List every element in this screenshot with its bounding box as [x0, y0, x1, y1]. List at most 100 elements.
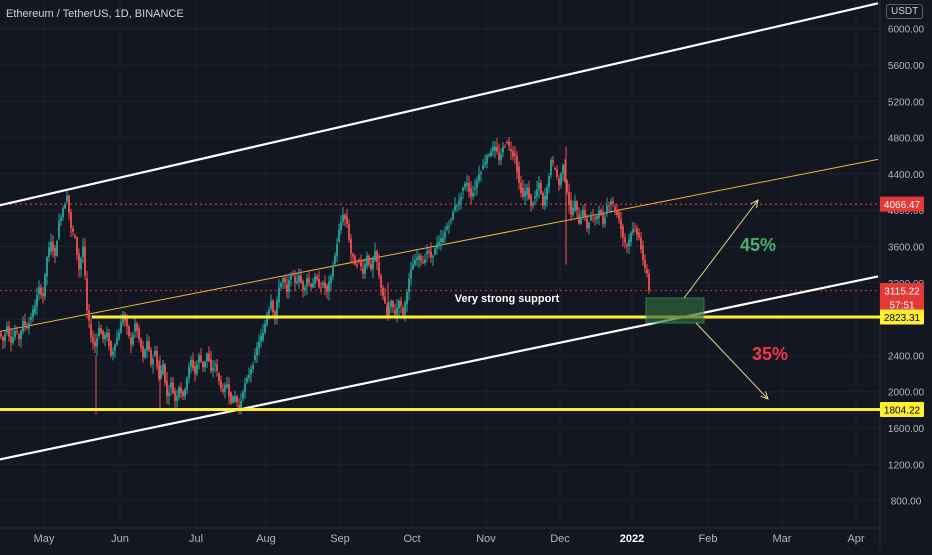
- candle-body: [82, 246, 84, 257]
- candle-body: [526, 187, 528, 195]
- candle-body: [544, 195, 546, 206]
- price-labels: 4066.47 3115.22 57:51 2823.31 1804.22: [880, 196, 924, 417]
- candle-body: [38, 287, 40, 295]
- candle-body: [596, 215, 598, 220]
- candle-body: [202, 361, 204, 368]
- candle-body: [166, 380, 168, 397]
- candle-body: [628, 239, 630, 247]
- candle-body: [344, 214, 346, 220]
- candle-body: [44, 274, 46, 297]
- candle-body: [546, 187, 548, 200]
- candle-body: [340, 222, 342, 231]
- y-tick-label: 6000.00: [888, 25, 925, 36]
- candle-body: [452, 211, 454, 220]
- candle-body: [542, 193, 544, 206]
- candle-body: [264, 324, 266, 333]
- candle-body: [142, 346, 144, 358]
- candle-body: [626, 244, 628, 247]
- candle-body: [598, 210, 600, 218]
- candle-body: [22, 320, 24, 332]
- candle-body: [480, 172, 482, 174]
- candle-body: [572, 208, 574, 215]
- candle-body: [90, 324, 92, 338]
- candle-body: [48, 247, 50, 258]
- candle-body: [602, 213, 604, 224]
- candle-body: [304, 287, 306, 291]
- candle-body: [188, 366, 190, 379]
- candle-body: [126, 318, 128, 327]
- candle-body: [148, 340, 150, 351]
- candle-body: [508, 142, 510, 146]
- candle-body: [296, 280, 298, 283]
- candle-body: [12, 337, 14, 343]
- candle-body: [104, 334, 106, 340]
- candle-body: [450, 219, 452, 221]
- candle-body: [534, 196, 536, 199]
- annotation-support-text: Very strong support: [455, 293, 560, 305]
- candle-body: [320, 287, 322, 289]
- candle-body: [130, 337, 132, 345]
- candle-body: [288, 280, 290, 292]
- candle-body: [560, 173, 562, 185]
- candle-body: [568, 192, 570, 205]
- candle-body: [72, 228, 74, 233]
- candle-body: [274, 311, 276, 320]
- y-tick-label: 2000.00: [888, 388, 925, 399]
- candle-body: [582, 210, 584, 217]
- candle-body: [564, 164, 566, 181]
- candle-body: [168, 392, 170, 397]
- candle-body: [468, 182, 470, 192]
- candle-body: [64, 204, 66, 209]
- candle-body: [514, 152, 516, 156]
- candle-body: [390, 300, 392, 307]
- candle-body: [630, 232, 632, 242]
- candle-body: [330, 276, 332, 284]
- candle-body: [632, 229, 634, 233]
- candle-body: [398, 300, 400, 309]
- candle-body: [210, 359, 212, 371]
- candle-body: [192, 359, 194, 369]
- x-tick-label: May: [34, 533, 55, 545]
- candle-body: [242, 391, 244, 399]
- candle-body: [530, 194, 532, 206]
- candle-body: [232, 396, 234, 403]
- candle-body: [268, 309, 270, 315]
- candle-body: [42, 293, 44, 297]
- candle-body: [128, 326, 130, 336]
- candle-body: [56, 241, 58, 256]
- candle-body: [374, 251, 376, 261]
- candle-body: [254, 355, 256, 361]
- y-tick-label: 4800.00: [888, 134, 925, 145]
- candle-body: [434, 248, 436, 255]
- x-tick-label: Mar: [773, 533, 792, 545]
- candle-body: [94, 341, 96, 347]
- candle-body: [382, 287, 384, 297]
- candle-body: [416, 257, 418, 261]
- candle-body: [610, 201, 612, 205]
- candle-body: [502, 146, 504, 153]
- candle-body: [4, 334, 6, 341]
- candle-body: [152, 358, 154, 365]
- candle-body: [170, 382, 172, 388]
- candle-body: [614, 206, 616, 211]
- candle-body: [122, 314, 124, 324]
- y-axis[interactable]: 6000.00 5600.00 5200.00 4800.00 4400.00 4000.…: [888, 25, 925, 508]
- candle-body: [114, 344, 116, 352]
- candle-body: [408, 278, 410, 292]
- up-arrow-shaft: [683, 199, 759, 299]
- candle-body: [612, 201, 614, 205]
- candle-body: [422, 262, 424, 264]
- candle-body: [472, 192, 474, 197]
- candle-body: [172, 382, 174, 393]
- candle-body: [250, 369, 252, 375]
- candle-body: [578, 214, 580, 224]
- candle-body: [282, 278, 284, 282]
- currency-unit-badge[interactable]: USDT: [886, 4, 924, 19]
- price-label-support-low-bg: [880, 401, 924, 417]
- candle-body: [314, 276, 316, 284]
- candle-body: [150, 350, 152, 365]
- x-axis[interactable]: May Jun Jul Aug Sep Oct Nov Dec 2022 Feb Mar Apr: [34, 533, 865, 545]
- candle-body: [28, 323, 30, 329]
